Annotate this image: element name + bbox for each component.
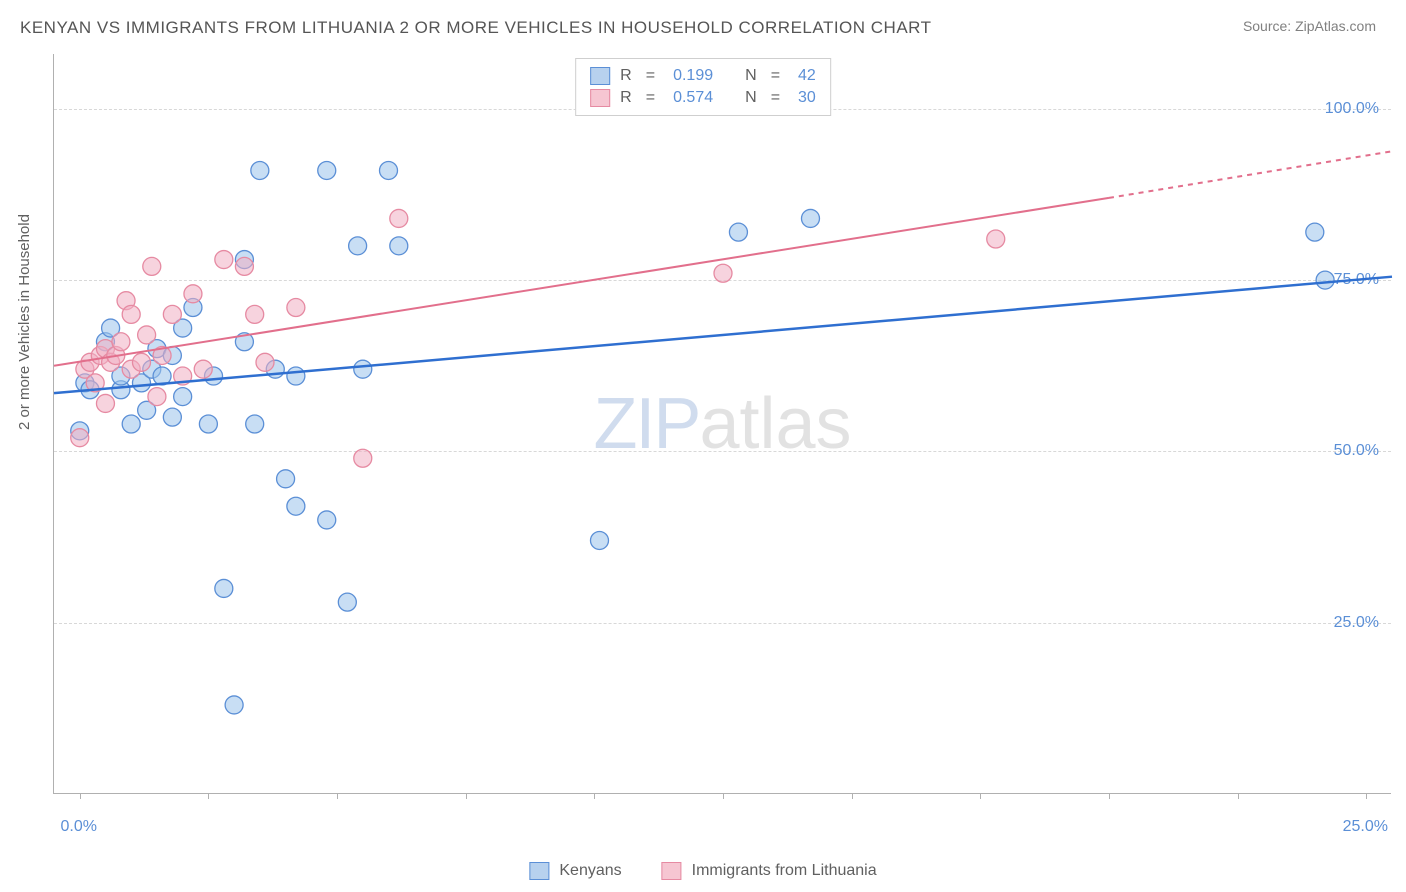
x-tick <box>594 793 595 799</box>
x-tick <box>1366 793 1367 799</box>
x-tick <box>466 793 467 799</box>
legend-swatch <box>662 862 682 880</box>
data-point <box>246 305 264 323</box>
x-tick <box>1238 793 1239 799</box>
data-point <box>1316 271 1334 289</box>
data-point <box>287 367 305 385</box>
series-legend-label: Kenyans <box>559 862 621 880</box>
data-point <box>163 305 181 323</box>
chart-plot-area: ZIPatlas 25.0%50.0%75.0%100.0% <box>53 54 1391 794</box>
data-point <box>184 285 202 303</box>
data-point <box>163 408 181 426</box>
x-tick-label: 25.0% <box>1343 818 1388 836</box>
data-point <box>287 497 305 515</box>
data-point <box>122 415 140 433</box>
series-legend-item: Immigrants from Lithuania <box>662 862 877 880</box>
legend-r-label: R <box>620 67 632 85</box>
trend-line <box>54 277 1392 393</box>
data-point <box>729 223 747 241</box>
series-legend: Kenyans Immigrants from Lithuania <box>529 862 876 880</box>
chart-title: KENYAN VS IMMIGRANTS FROM LITHUANIA 2 OR… <box>20 18 932 38</box>
series-legend-label: Immigrants from Lithuania <box>692 862 877 880</box>
data-point <box>256 353 274 371</box>
data-point <box>338 593 356 611</box>
data-point <box>148 388 166 406</box>
legend-row: R=0.199N=42 <box>590 65 816 87</box>
data-point <box>390 209 408 227</box>
data-point <box>251 161 269 179</box>
data-point <box>354 360 372 378</box>
legend-r-label: R <box>620 89 632 107</box>
series-legend-item: Kenyans <box>529 862 621 880</box>
data-point <box>71 429 89 447</box>
legend-n-value: 42 <box>798 67 816 85</box>
data-point <box>318 161 336 179</box>
x-tick <box>80 793 81 799</box>
data-point <box>174 388 192 406</box>
legend-r-value: 0.199 <box>673 67 713 85</box>
x-tick-label: 0.0% <box>60 818 96 836</box>
y-axis-title: 2 or more Vehicles in Household <box>16 214 33 430</box>
data-point <box>987 230 1005 248</box>
data-point <box>112 333 130 351</box>
x-tick <box>337 793 338 799</box>
correlation-legend: R=0.199N=42R=0.574N=30 <box>575 58 831 116</box>
data-point <box>380 161 398 179</box>
trend-line-extrapolated <box>1109 151 1392 198</box>
data-point <box>354 449 372 467</box>
data-point <box>390 237 408 255</box>
data-point <box>132 353 150 371</box>
data-point <box>318 511 336 529</box>
data-point <box>96 394 114 412</box>
data-point <box>143 257 161 275</box>
data-point <box>194 360 212 378</box>
data-point <box>215 251 233 269</box>
legend-n-label: N <box>745 67 757 85</box>
data-point <box>349 237 367 255</box>
legend-swatch <box>529 862 549 880</box>
source-attribution: Source: ZipAtlas.com <box>1243 18 1376 34</box>
x-tick <box>852 793 853 799</box>
x-tick <box>723 793 724 799</box>
data-point <box>801 209 819 227</box>
data-point <box>138 326 156 344</box>
trend-line <box>54 198 1109 366</box>
data-point <box>225 696 243 714</box>
legend-row: R=0.574N=30 <box>590 87 816 109</box>
data-point <box>199 415 217 433</box>
data-point <box>714 264 732 282</box>
x-tick <box>208 793 209 799</box>
legend-n-label: N <box>745 89 757 107</box>
x-tick <box>980 793 981 799</box>
data-point <box>122 305 140 323</box>
legend-swatch <box>590 89 610 107</box>
data-point <box>1306 223 1324 241</box>
legend-swatch <box>590 67 610 85</box>
data-point <box>215 579 233 597</box>
legend-r-value: 0.574 <box>673 89 713 107</box>
data-point <box>590 531 608 549</box>
legend-n-value: 30 <box>798 89 816 107</box>
data-point <box>235 257 253 275</box>
x-tick <box>1109 793 1110 799</box>
scatter-plot-svg <box>54 54 1391 793</box>
data-point <box>287 299 305 317</box>
data-point <box>277 470 295 488</box>
data-point <box>246 415 264 433</box>
